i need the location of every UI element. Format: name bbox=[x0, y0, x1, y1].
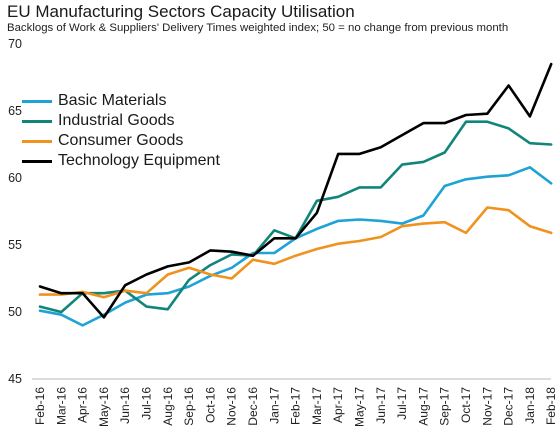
x-tick-label: May-16 bbox=[97, 387, 111, 427]
chart-subtitle: Backlogs of Work & Suppliers' Delivery T… bbox=[7, 22, 509, 34]
y-tick-label: 65 bbox=[8, 104, 22, 118]
x-tick-label: Jul-17 bbox=[395, 387, 409, 420]
x-tick-label: Mar-16 bbox=[54, 387, 68, 425]
x-tick-label: Sep-16 bbox=[182, 387, 196, 426]
legend-label: Technology Equipment bbox=[58, 152, 220, 169]
x-tick-label: Nov-16 bbox=[225, 387, 239, 426]
y-tick-label: 55 bbox=[8, 238, 22, 252]
legend-swatch bbox=[22, 159, 52, 163]
legend-label: Consumer Goods bbox=[58, 132, 184, 149]
y-tick-label: 60 bbox=[8, 171, 22, 185]
x-tick-label: Nov-17 bbox=[480, 387, 494, 426]
x-tick-label: Oct-16 bbox=[203, 387, 217, 423]
legend-item: Technology Equipment bbox=[22, 151, 220, 171]
x-tick-label: Jun-17 bbox=[374, 387, 388, 424]
y-tick-label: 45 bbox=[8, 372, 22, 386]
x-tick-label: May-17 bbox=[353, 387, 367, 427]
chart-title: EU Manufacturing Sectors Capacity Utilis… bbox=[7, 2, 355, 21]
x-tick-label: Jul-16 bbox=[140, 387, 154, 420]
series-line bbox=[38, 62, 553, 319]
x-tick-label: Dec-16 bbox=[246, 387, 260, 426]
legend-label: Basic Materials bbox=[58, 92, 167, 109]
x-tick-label: Mar-17 bbox=[310, 387, 324, 425]
legend-swatch bbox=[22, 99, 52, 103]
legend: Basic Materials Industrial Goods Consume… bbox=[22, 91, 220, 171]
x-tick-label: Apr-16 bbox=[76, 387, 90, 423]
x-tick-label: Feb-18 bbox=[544, 387, 558, 425]
x-tick-label: Feb-16 bbox=[33, 387, 47, 425]
y-tick-label: 70 bbox=[8, 37, 22, 51]
x-tick-label: Dec-17 bbox=[502, 387, 516, 426]
x-tick-label: Apr-17 bbox=[331, 387, 345, 423]
x-tick-label: Aug-16 bbox=[161, 387, 175, 426]
series-line bbox=[38, 206, 553, 299]
x-tick-label: Oct-17 bbox=[459, 387, 473, 423]
x-tick-label: Jan-17 bbox=[267, 387, 281, 424]
legend-item: Industrial Goods bbox=[22, 111, 220, 131]
legend-item: Consumer Goods bbox=[22, 131, 220, 151]
legend-item: Basic Materials bbox=[22, 91, 220, 111]
x-tick-label: Aug-17 bbox=[416, 387, 430, 426]
y-tick-label: 50 bbox=[8, 305, 22, 319]
x-tick-label: Jan-18 bbox=[523, 387, 537, 424]
x-tick-label: Jun-16 bbox=[118, 387, 132, 424]
x-tick-label: Feb-17 bbox=[289, 387, 303, 425]
series-line bbox=[38, 166, 553, 327]
x-tick-label: Sep-17 bbox=[438, 387, 452, 426]
legend-swatch bbox=[22, 119, 52, 123]
legend-swatch bbox=[22, 139, 52, 143]
legend-label: Industrial Goods bbox=[58, 112, 175, 129]
